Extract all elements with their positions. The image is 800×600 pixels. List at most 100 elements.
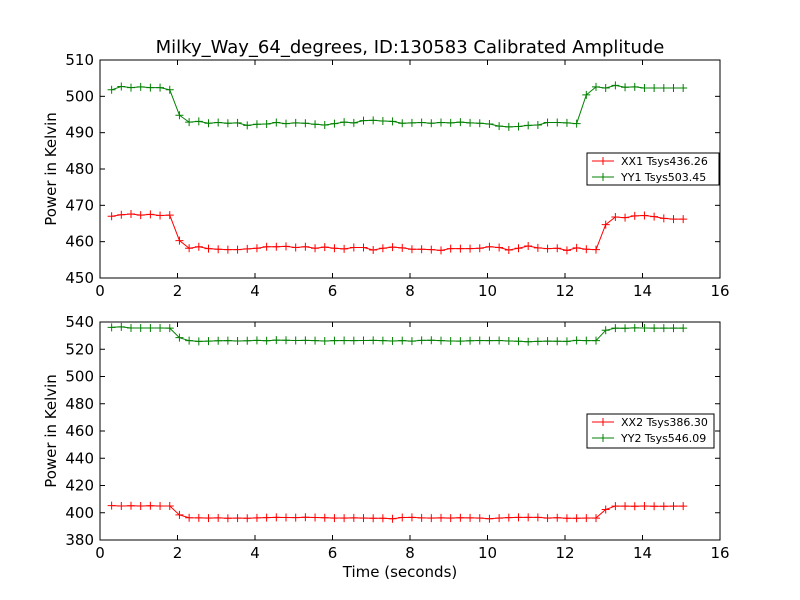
data-point bbox=[252, 120, 261, 129]
data-point bbox=[301, 119, 310, 128]
data-point bbox=[446, 118, 455, 127]
data-point bbox=[427, 245, 436, 254]
data-point bbox=[369, 336, 378, 345]
y-tick-label: 480 bbox=[65, 395, 94, 413]
data-point bbox=[388, 117, 397, 126]
data-point bbox=[553, 244, 562, 253]
x-tick-label: 8 bbox=[405, 544, 415, 562]
data-point bbox=[601, 220, 610, 229]
data-point bbox=[311, 120, 320, 129]
data-point bbox=[165, 85, 174, 94]
data-point bbox=[495, 122, 504, 131]
data-point bbox=[398, 119, 407, 128]
data-point bbox=[495, 336, 504, 345]
data-point bbox=[369, 116, 378, 125]
data-point bbox=[282, 513, 290, 522]
data-point bbox=[621, 213, 630, 222]
data-point bbox=[262, 119, 271, 128]
data-point bbox=[407, 337, 416, 346]
data-point bbox=[243, 514, 252, 523]
data-point bbox=[233, 336, 242, 345]
series-1 bbox=[107, 210, 688, 255]
data-point bbox=[156, 323, 165, 332]
data-point bbox=[291, 243, 300, 252]
data-point bbox=[252, 513, 261, 522]
x-tick-label: 10 bbox=[478, 282, 497, 300]
data-point bbox=[407, 513, 416, 522]
data-point bbox=[388, 243, 397, 252]
y-tick-label: 490 bbox=[65, 124, 94, 142]
data-point bbox=[330, 119, 339, 128]
data-point bbox=[437, 118, 445, 127]
data-point bbox=[679, 83, 688, 92]
legend-box bbox=[586, 413, 715, 449]
x-tick-label: 16 bbox=[710, 282, 729, 300]
y-axis-label: Power in Kelvin bbox=[42, 374, 60, 488]
data-point bbox=[611, 502, 620, 511]
data-point bbox=[466, 244, 475, 253]
data-point bbox=[650, 83, 659, 92]
data-point bbox=[659, 214, 668, 223]
data-point bbox=[330, 514, 339, 523]
data-point bbox=[417, 513, 426, 522]
x-tick-label: 8 bbox=[405, 282, 415, 300]
data-point bbox=[659, 324, 668, 333]
data-point bbox=[562, 118, 571, 127]
y-tick-label: 520 bbox=[65, 340, 94, 358]
data-point bbox=[407, 118, 416, 127]
data-point bbox=[572, 514, 581, 523]
data-point bbox=[485, 336, 494, 345]
data-point bbox=[679, 215, 688, 224]
data-point bbox=[233, 514, 242, 523]
top-chart: 0 2 4 6 8 10 12 14 16 450 460 470 480 490 500 510 Power … bbox=[42, 51, 730, 300]
data-point bbox=[679, 324, 688, 333]
data-point bbox=[136, 82, 145, 91]
data-point bbox=[291, 336, 300, 345]
data-point bbox=[601, 505, 610, 514]
data-point bbox=[136, 323, 145, 332]
x-axis-label: Time (seconds) bbox=[342, 563, 458, 581]
data-point bbox=[359, 243, 368, 252]
legend-box bbox=[586, 152, 720, 186]
y-tick-label: 500 bbox=[65, 87, 94, 105]
data-point bbox=[630, 211, 639, 220]
x-tick-label: 6 bbox=[328, 544, 338, 562]
data-point bbox=[243, 244, 252, 253]
data-point bbox=[592, 82, 600, 91]
data-point bbox=[214, 118, 223, 127]
data-point bbox=[301, 242, 310, 251]
data-point bbox=[340, 118, 349, 127]
data-point bbox=[378, 336, 387, 345]
data-point bbox=[572, 336, 581, 345]
data-point bbox=[311, 336, 320, 345]
data-point bbox=[466, 118, 475, 127]
y-tick-label: 480 bbox=[65, 160, 94, 178]
data-point bbox=[330, 244, 339, 253]
data-point bbox=[543, 337, 552, 346]
data-point bbox=[388, 336, 397, 345]
x-tick-label: 2 bbox=[173, 282, 183, 300]
data-point bbox=[572, 119, 581, 128]
x-tick-label: 14 bbox=[633, 282, 652, 300]
data-point bbox=[349, 513, 358, 522]
x-tick-label: 0 bbox=[95, 282, 105, 300]
data-point bbox=[495, 243, 504, 252]
data-point bbox=[320, 513, 329, 522]
data-point bbox=[146, 501, 155, 510]
series-2 bbox=[107, 81, 688, 131]
y-tick-label: 460 bbox=[65, 233, 94, 251]
data-point bbox=[524, 337, 533, 346]
data-point bbox=[223, 119, 232, 128]
data-point bbox=[146, 323, 155, 332]
legend-marker bbox=[599, 173, 607, 181]
data-point bbox=[378, 244, 387, 253]
data-point bbox=[427, 514, 436, 523]
data-point bbox=[640, 83, 649, 92]
data-point bbox=[165, 501, 174, 510]
x-tick-label: 10 bbox=[478, 544, 497, 562]
data-point bbox=[185, 244, 194, 253]
data-point bbox=[630, 502, 639, 511]
data-point bbox=[601, 326, 610, 335]
data-point bbox=[543, 118, 552, 127]
